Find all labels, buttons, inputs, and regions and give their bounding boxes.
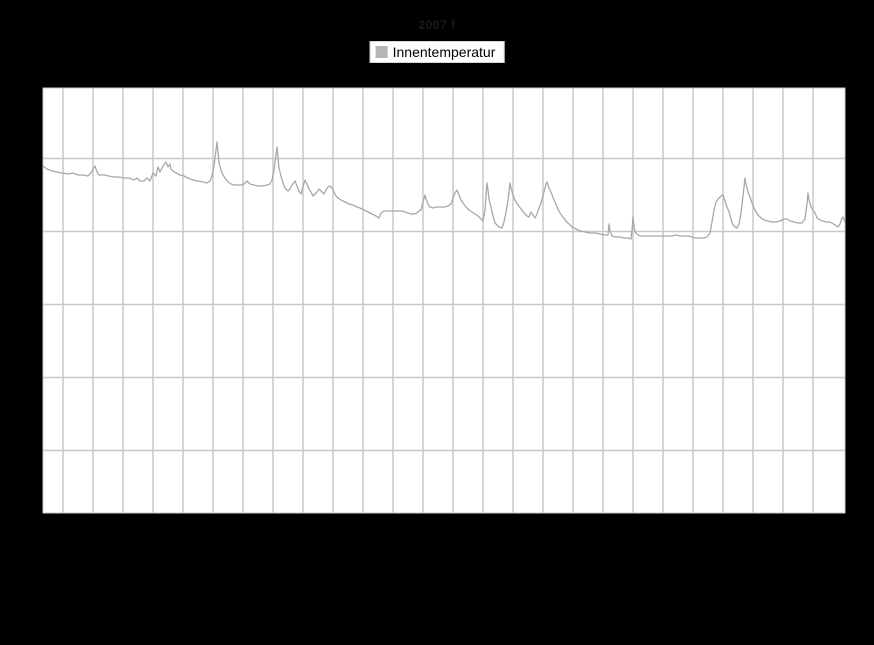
chart-title: 2007 f (418, 18, 456, 32)
legend-label: Innentemperatur (392, 44, 496, 60)
legend-box: Innentemperatur (369, 41, 505, 63)
series-line-innentemperatur (42, 141, 846, 240)
legend-swatch-icon (375, 46, 388, 58)
plot-area (42, 87, 846, 514)
